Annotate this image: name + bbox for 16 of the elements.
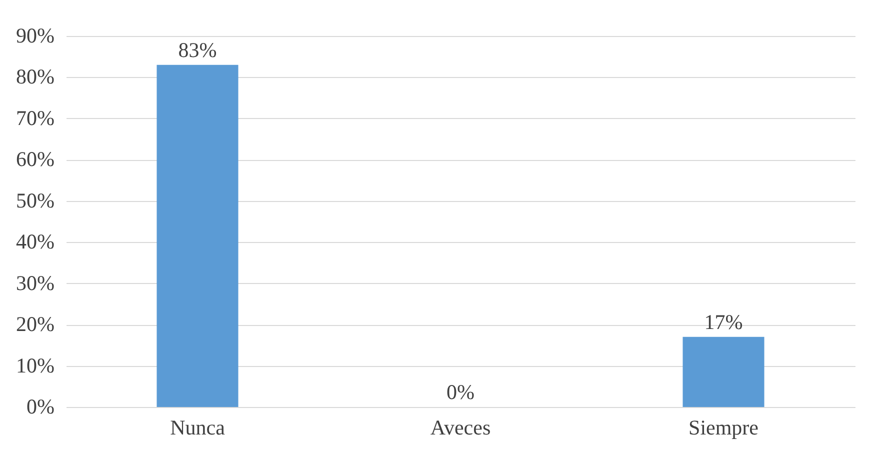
y-tick-label: 80% <box>16 64 54 89</box>
y-tick-label: 30% <box>16 270 54 295</box>
x-tick-label: Aveces <box>430 416 491 440</box>
y-tick-label: 10% <box>16 353 54 378</box>
y-tick-label: 70% <box>16 106 54 130</box>
y-tick-label: 60% <box>16 147 54 172</box>
x-tick-label: Siempre <box>688 416 758 440</box>
data-label: 17% <box>704 310 743 334</box>
x-tick-label: Nunca <box>170 416 226 440</box>
data-label: 83% <box>178 38 217 62</box>
y-tick-label: 0% <box>26 394 54 418</box>
y-tick-label: 20% <box>16 312 54 336</box>
y-tick-label: 90% <box>16 24 54 48</box>
data-label: 0% <box>446 380 474 404</box>
y-tick-label: 40% <box>16 230 54 254</box>
y-tick-label: 50% <box>16 188 54 212</box>
